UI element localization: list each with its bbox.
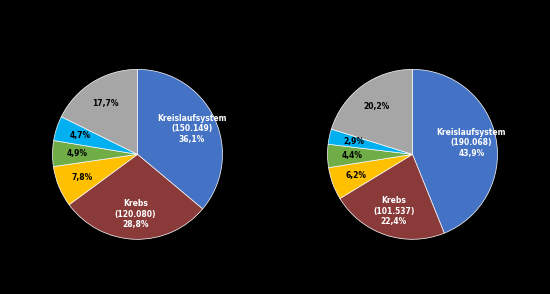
Wedge shape — [412, 69, 497, 233]
Wedge shape — [340, 154, 444, 239]
Text: Kreislaufsystem
(190.068)
43,9%: Kreislaufsystem (190.068) 43,9% — [437, 128, 506, 158]
Wedge shape — [328, 154, 412, 198]
Text: 7,8%: 7,8% — [72, 173, 92, 182]
Wedge shape — [328, 129, 412, 154]
Wedge shape — [331, 69, 412, 154]
Text: 4,4%: 4,4% — [342, 151, 363, 160]
Wedge shape — [61, 69, 138, 154]
Wedge shape — [69, 154, 202, 239]
Wedge shape — [53, 141, 138, 167]
Text: Krebs
(101.537)
22,4%: Krebs (101.537) 22,4% — [373, 196, 414, 226]
Text: Krebs
(120.080)
28,8%: Krebs (120.080) 28,8% — [115, 199, 156, 229]
Text: 4,7%: 4,7% — [70, 131, 91, 141]
Wedge shape — [54, 117, 138, 154]
Text: 17,7%: 17,7% — [92, 99, 119, 108]
Wedge shape — [53, 154, 138, 205]
Wedge shape — [328, 144, 412, 168]
Text: 4,9%: 4,9% — [67, 149, 88, 158]
Wedge shape — [138, 69, 222, 209]
Text: 2,9%: 2,9% — [343, 137, 364, 146]
Text: 6,2%: 6,2% — [346, 171, 367, 180]
Text: 20,2%: 20,2% — [364, 101, 390, 111]
Text: Kreislaufsystem
(150.149)
36,1%: Kreislaufsystem (150.149) 36,1% — [157, 114, 227, 144]
